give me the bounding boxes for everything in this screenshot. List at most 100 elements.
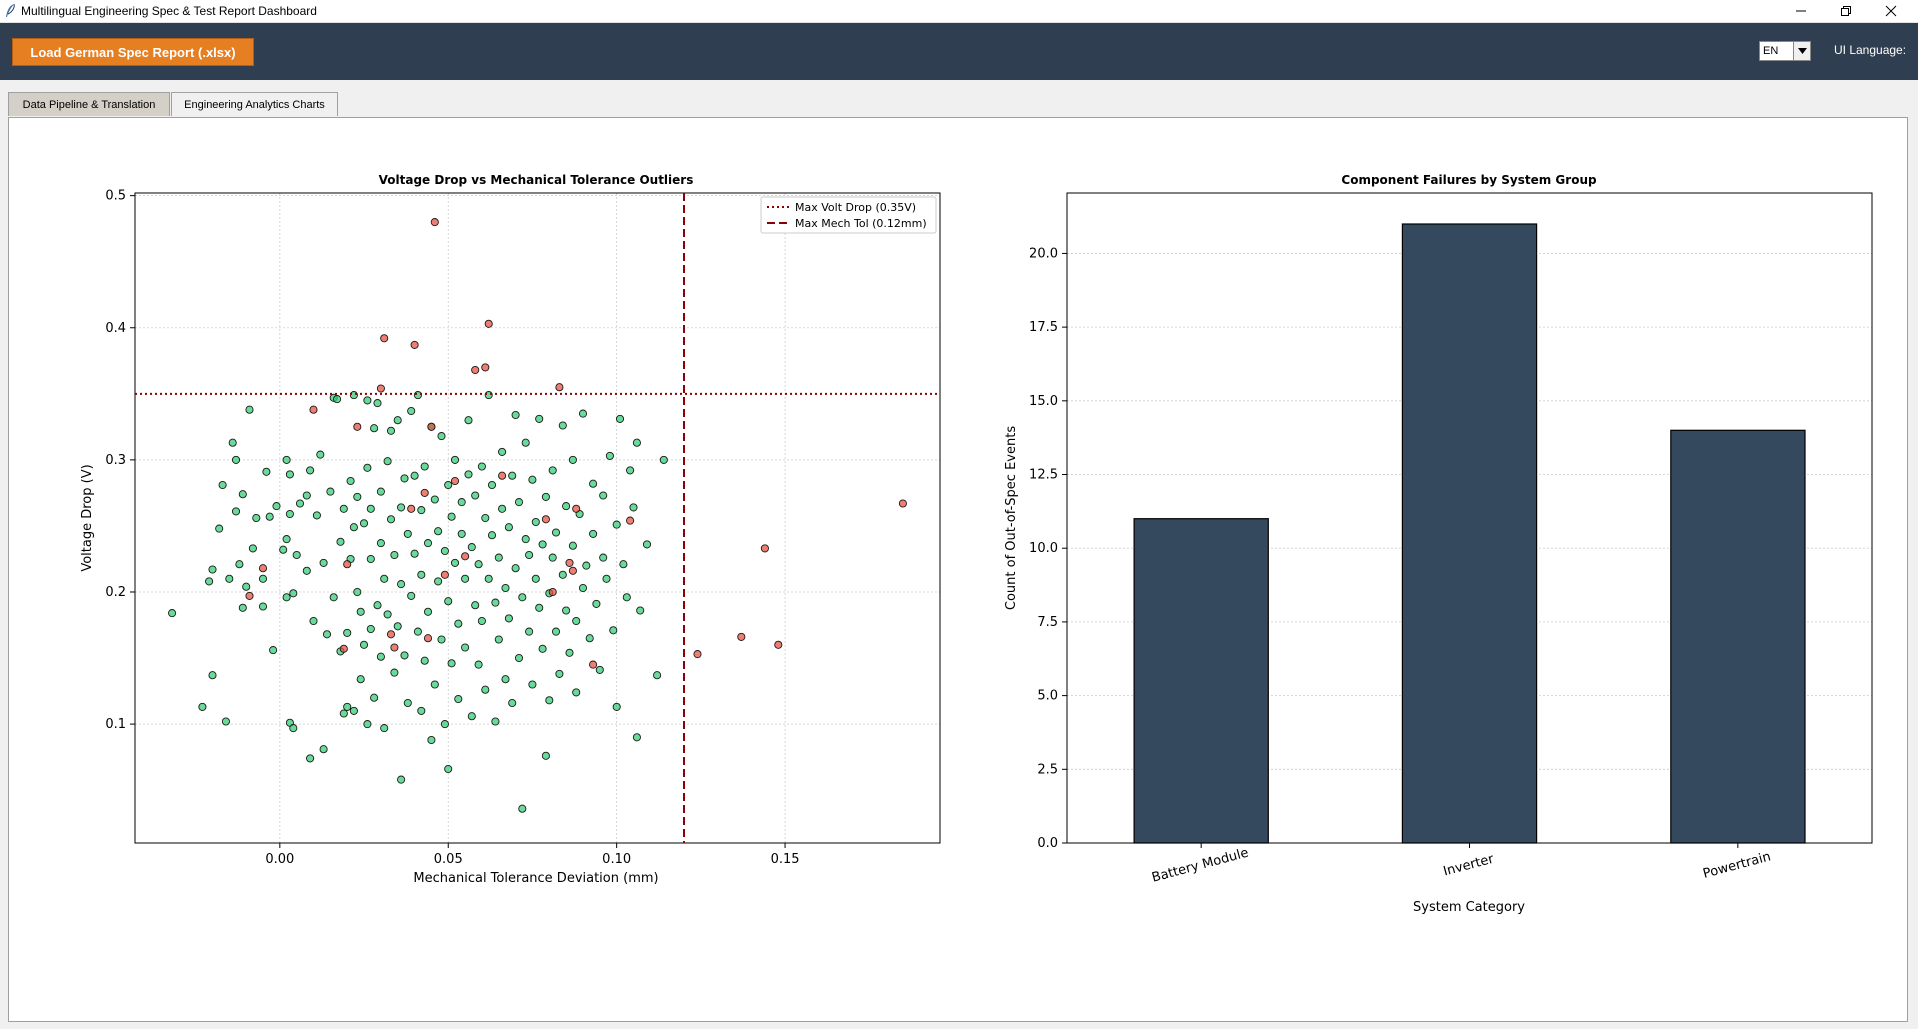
scatter-point-pass bbox=[403, 529, 412, 538]
scatter-point-pass bbox=[363, 396, 372, 405]
bar-ytick-label: 15.0 bbox=[1029, 394, 1058, 409]
scatter-point-fail bbox=[471, 365, 480, 375]
scatter-point-pass bbox=[551, 627, 561, 636]
tab-engineering-analytics[interactable]: Engineering Analytics Charts bbox=[171, 92, 338, 116]
scatter-point-pass bbox=[494, 635, 503, 644]
scatter-point-fail bbox=[572, 504, 581, 513]
scatter-point-pass bbox=[282, 535, 291, 544]
scatter-point-pass bbox=[349, 706, 358, 715]
scatter-point-pass bbox=[508, 698, 517, 708]
scatter-point-pass bbox=[518, 593, 527, 602]
scatter-point-pass bbox=[329, 593, 338, 602]
scatter-fail-points bbox=[245, 218, 907, 669]
scatter-point-fail bbox=[245, 591, 254, 600]
scatter-ytick-label: 0.3 bbox=[105, 453, 126, 468]
scatter-point-fail bbox=[589, 660, 598, 669]
scatter-point-pass bbox=[481, 513, 490, 523]
scatter-point-pass bbox=[208, 565, 217, 574]
scatter-point-fail bbox=[410, 340, 419, 349]
scatter-point-pass bbox=[289, 589, 298, 598]
scatter-point-pass bbox=[578, 583, 588, 593]
scatter-point-fail bbox=[423, 634, 433, 643]
scatter-point-pass bbox=[541, 492, 550, 501]
scatter-point-pass bbox=[528, 680, 537, 689]
scatter-point-pass bbox=[373, 399, 382, 408]
scatter-point-pass bbox=[289, 724, 298, 733]
scatter-point-fail bbox=[461, 552, 470, 561]
bar-y-axis-label: Count of Out-of-Spec Events bbox=[1004, 426, 1019, 610]
scatter-point-pass bbox=[198, 702, 207, 711]
scatter-point-pass bbox=[208, 671, 217, 680]
scatter-point-pass bbox=[508, 471, 517, 480]
scatter-point-pass bbox=[366, 504, 375, 513]
top-toolbar: Load German Spec Report (.xlsx) EN UI La… bbox=[0, 23, 1918, 80]
close-button[interactable] bbox=[1869, 0, 1913, 22]
scatter-point-pass bbox=[242, 582, 251, 591]
feather-app-icon bbox=[6, 3, 15, 17]
scatter-point-fail bbox=[309, 405, 318, 414]
scatter-point-pass bbox=[359, 519, 369, 528]
scatter-point-pass bbox=[363, 720, 372, 729]
scatter-point-pass bbox=[562, 502, 571, 511]
scatter-point-pass bbox=[444, 597, 453, 606]
scatter-point-pass bbox=[622, 593, 631, 602]
scatter-point-pass bbox=[258, 602, 268, 611]
scatter-point-pass bbox=[417, 706, 426, 715]
scatter-point-pass bbox=[545, 696, 554, 705]
restore-button[interactable] bbox=[1824, 0, 1868, 22]
scatter-point-pass bbox=[612, 702, 621, 711]
scatter-point-pass bbox=[498, 447, 507, 456]
scatter-point-fail bbox=[555, 383, 564, 392]
language-select[interactable]: EN bbox=[1759, 41, 1811, 61]
scatter-point-pass bbox=[589, 479, 598, 488]
scatter-point-pass bbox=[609, 626, 618, 635]
bar-ytick-label: 20.0 bbox=[1029, 246, 1058, 261]
restore-icon bbox=[1841, 6, 1851, 16]
scatter-point-pass bbox=[386, 426, 396, 435]
scatter-point-fail bbox=[568, 566, 577, 575]
scatter-point-fail bbox=[774, 640, 783, 649]
minimize-button[interactable] bbox=[1779, 0, 1823, 22]
scatter-point-pass bbox=[521, 438, 530, 447]
scatter-point-fail bbox=[565, 558, 574, 567]
scatter-point-pass bbox=[420, 656, 429, 665]
bar-ytick-label: 17.5 bbox=[1029, 320, 1058, 335]
scatter-point-pass bbox=[390, 550, 399, 560]
scatter-point-pass bbox=[363, 463, 372, 472]
scatter-point-pass bbox=[599, 491, 608, 500]
scatter-point-pass bbox=[420, 462, 429, 471]
scatter-point-pass bbox=[535, 603, 544, 612]
scatter-point-pass bbox=[568, 541, 577, 550]
scatter-point-pass bbox=[245, 405, 254, 414]
scatter-point-pass bbox=[474, 560, 483, 569]
scatter-point-pass bbox=[568, 455, 577, 464]
scatter-xtick-label: 0.00 bbox=[265, 852, 294, 867]
scatter-point-pass bbox=[302, 566, 311, 575]
scatter-point-pass bbox=[558, 421, 567, 430]
scatter-point-pass bbox=[383, 610, 392, 619]
scatter-point-fail bbox=[343, 560, 352, 569]
scatter-point-pass bbox=[205, 577, 214, 586]
scatter-point-pass bbox=[572, 688, 581, 697]
scatter-point-pass bbox=[514, 498, 524, 507]
scatter-ytick-label: 0.1 bbox=[105, 717, 126, 732]
scatter-point-pass bbox=[339, 709, 348, 718]
scatter-point-fail bbox=[353, 422, 362, 431]
scatter-point-pass bbox=[262, 467, 271, 476]
scatter-point-pass bbox=[541, 751, 550, 760]
bar-ytick-label: 7.5 bbox=[1037, 615, 1058, 630]
scatter-point-pass bbox=[343, 628, 352, 637]
legend-entry-max-volt-drop: Max Volt Drop (0.35V) bbox=[795, 201, 916, 214]
scatter-point-pass bbox=[636, 606, 645, 615]
scatter-point-pass bbox=[417, 506, 426, 515]
language-dropdown-arrow[interactable] bbox=[1793, 42, 1810, 60]
bar-ytick-label: 5.0 bbox=[1037, 689, 1058, 704]
scatter-point-fail bbox=[626, 516, 635, 525]
scatter-point-fail bbox=[693, 650, 702, 659]
tab-data-pipeline[interactable]: Data Pipeline & Translation bbox=[8, 92, 170, 116]
scatter-point-pass bbox=[477, 462, 486, 471]
load-spec-report-button[interactable]: Load German Spec Report (.xlsx) bbox=[12, 38, 254, 66]
scatter-point-pass bbox=[248, 544, 257, 553]
scatter-point-pass bbox=[487, 480, 497, 490]
scatter-point-pass bbox=[531, 574, 540, 583]
